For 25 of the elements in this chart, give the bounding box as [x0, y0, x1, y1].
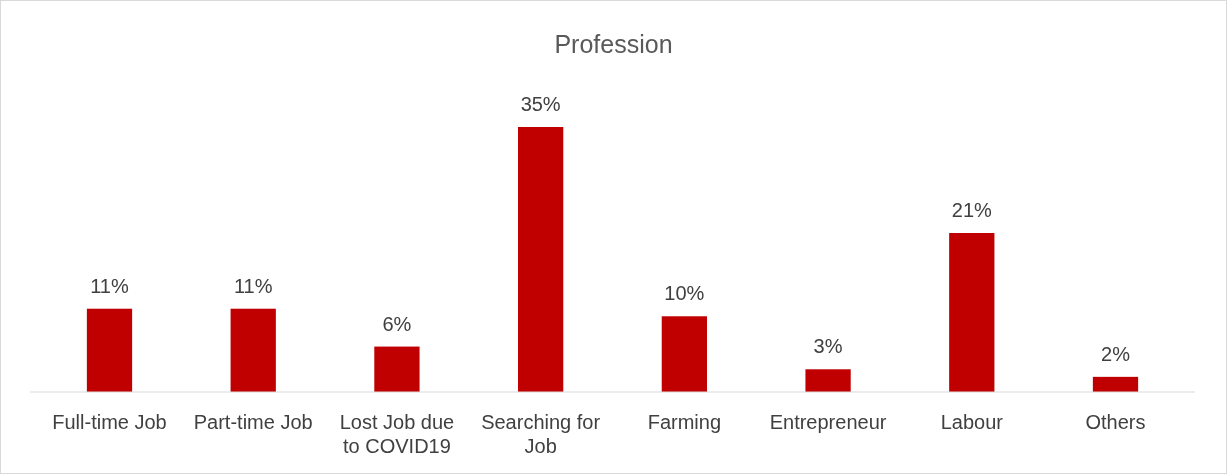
data-label: 3% [813, 335, 843, 358]
data-label: 2% [1101, 342, 1131, 365]
data-label: 35% [520, 93, 561, 115]
x-tick-label: Full-time Job [52, 411, 167, 433]
bar [805, 369, 851, 392]
chart-title: Profession [554, 30, 673, 58]
data-label: 11% [90, 274, 129, 297]
x-tick-label: Labour [940, 411, 1004, 433]
x-tick-label: Lost Job due to COVID19 [339, 411, 455, 457]
x-tick-label: Searching for Job [481, 411, 601, 457]
x-tick-label: Farming [647, 411, 722, 433]
x-tick-label: Part-time Job [193, 411, 313, 433]
bar [518, 127, 564, 392]
bar [1092, 376, 1139, 392]
bar [374, 346, 420, 392]
data-label: 10% [664, 282, 705, 305]
bar [230, 308, 276, 392]
bar [86, 308, 133, 392]
data-label: 6% [382, 312, 412, 335]
data-label: 21% [951, 199, 993, 221]
x-tick-label: Others [1085, 411, 1146, 433]
data-label: 11% [233, 274, 273, 297]
bar [949, 233, 995, 392]
bar [661, 316, 707, 392]
x-tick-label: Entrepreneur [769, 411, 887, 433]
